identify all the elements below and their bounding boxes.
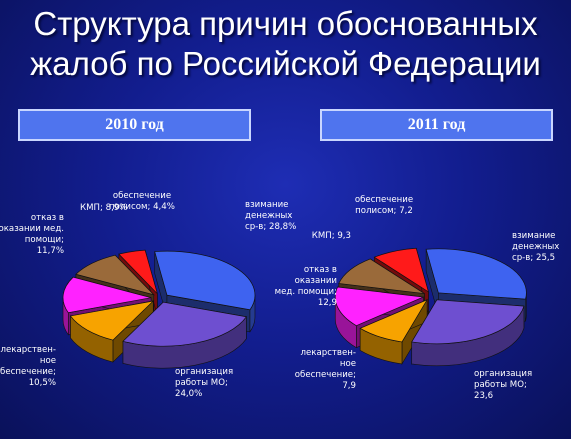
slice-label: обеспечение полисом; 4,4%	[109, 191, 175, 212]
slice-organizacia	[122, 301, 247, 369]
pie-0: взимание денежных ср-в; 28,8% организация ра…	[0, 191, 296, 399]
slice-label: организация работы МО; 24,0%	[175, 367, 233, 399]
slice-top	[122, 301, 247, 347]
slide-title: Структура причин обоснованных жалоб по Р…	[0, 4, 571, 84]
slice-label: взимание денежных ср-в; 28,8%	[245, 200, 296, 232]
slice-top	[75, 254, 155, 296]
year-2011-header: 2011 год	[320, 109, 553, 141]
slide-title-line-2: жалоб по Российской Федерации	[30, 45, 541, 82]
slice-top	[62, 276, 152, 314]
slice-top	[154, 250, 256, 311]
slice-label: КМП; 9,3	[312, 231, 351, 241]
slice-label: организация работы МО; 23,6	[474, 369, 532, 401]
slide-title-line-1: Структура причин обоснованных	[33, 5, 538, 42]
slice-lekarstvennoe	[359, 298, 428, 366]
slice-top	[425, 248, 527, 300]
slice-top	[338, 258, 425, 294]
slice-top	[373, 247, 430, 293]
slice-top	[334, 286, 425, 327]
slice-organizacia	[411, 298, 525, 367]
slice-label: взимание денежных ср-в; 25,5	[512, 231, 559, 263]
pie-1: взимание денежных ср-в; 25,5 организация раб…	[275, 195, 560, 401]
slice-label: отказ в оказании мед. помощи; 11,7%	[0, 213, 64, 256]
slice-top	[411, 299, 525, 345]
slice-label: обеспечение полисом; 7,2	[355, 195, 413, 216]
slice-top	[359, 299, 428, 343]
slice-label: отказ в оказании мед. помощи; 12,9	[275, 265, 337, 308]
slice-top	[69, 300, 155, 341]
slice-label: лекарствен-ное обеспечение; 10,5%	[0, 345, 56, 388]
slice-top	[118, 249, 158, 294]
slice-label: лекарствен-ное обеспечение; 7,9	[295, 348, 356, 391]
year-2010-header: 2010 год	[18, 109, 251, 141]
slice-label: КМП; 8,9%	[80, 203, 127, 213]
